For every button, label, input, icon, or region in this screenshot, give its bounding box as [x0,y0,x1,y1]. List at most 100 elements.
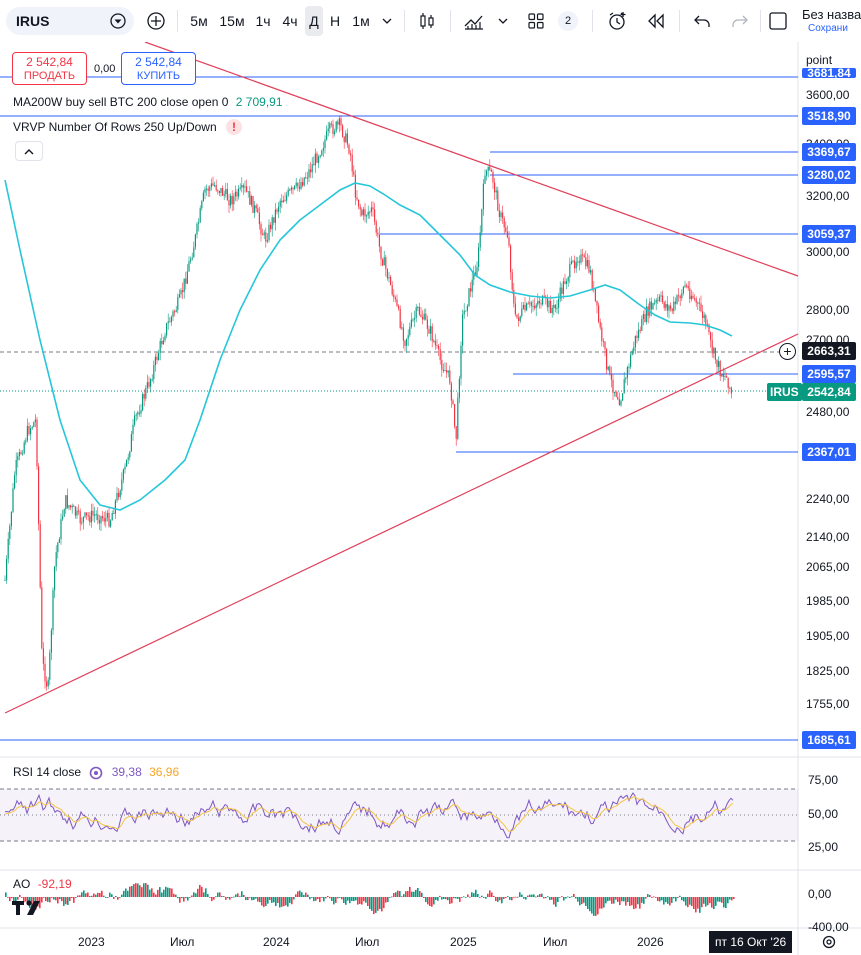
candle-body [343,136,345,143]
ao-bar [731,897,733,901]
hline-label[interactable]: 3059,37 [802,225,856,243]
candle-body [119,490,121,498]
ao-bar [467,894,469,897]
ao-bar [213,897,215,900]
ao-bar [631,897,633,906]
ao-bar [135,883,137,897]
interval-1h[interactable]: 1ч [255,13,271,29]
symbol-search[interactable]: IRUS [6,7,134,35]
chart-name[interactable]: Без назва [802,7,861,22]
ao-bar [153,892,155,897]
candle-body [625,377,627,380]
ao-bar [235,894,237,897]
candle-body [279,200,281,207]
rsi-settings-icon[interactable] [88,766,104,780]
ao-bar [413,891,415,897]
ao-bar [407,891,409,897]
symbol-menu-icon[interactable] [108,11,128,31]
alerts-count-badge[interactable]: 2 [556,6,580,36]
save-button[interactable]: Сохрани [808,23,848,34]
candle-body [265,232,267,242]
undo-icon[interactable] [689,6,715,36]
ma-legend[interactable]: MA200W buy sell BTC 200 close open 0 2 7… [13,95,283,109]
candle-body [252,196,254,213]
ao-bar [593,897,595,916]
collapse-legend-button[interactable] [15,141,43,161]
add-plus-icon[interactable]: + [779,343,796,360]
ao-bar [595,897,597,916]
candle-body [662,295,664,303]
ao-bar [371,897,373,911]
ao-bar [327,896,329,897]
ao-bar [9,897,11,902]
ao-bar [273,897,275,903]
ao-bar [217,892,219,897]
candles-icon[interactable] [414,6,440,36]
ao-bar [393,893,395,897]
candle-body [289,189,291,191]
interval-4h[interactable]: 4ч [282,13,298,29]
hline-label[interactable]: 3280,02 [802,166,856,184]
candle-body [316,153,318,163]
replay-icon[interactable] [642,6,670,36]
candle-body [282,200,284,203]
candle-body [481,209,483,233]
candle-body [169,321,171,323]
tradingview-logo[interactable] [10,898,46,921]
warning-icon[interactable]: ! [226,119,242,135]
indicators-dropdown-icon[interactable] [494,6,512,36]
ao-bar [687,897,689,908]
ao-bar [103,895,105,897]
indicators-icon[interactable] [460,6,488,36]
candle-body [574,260,576,269]
candle-body [726,376,728,378]
hline-label[interactable]: 2367,01 [802,443,856,461]
candle-body [175,309,177,312]
rsi-legend[interactable]: RSI 14 close 39,38 36,96 [13,765,179,780]
candle-body [462,314,464,346]
ao-bar [165,886,167,897]
redo-icon[interactable] [727,6,753,36]
price-unit-label[interactable]: point [806,53,833,67]
candle-body [132,424,134,435]
layout-grid-icon[interactable] [522,6,550,36]
hline-label[interactable]: 3518,90 [802,107,856,125]
rsi-tick: 75,00 [808,773,839,787]
hline-label[interactable]: 2595,57 [802,365,856,383]
interval-month[interactable]: 1м [352,13,370,29]
settings-gear-icon[interactable] [821,934,837,953]
candle-body [230,195,232,206]
candle-body [682,286,684,294]
ao-bar [481,895,483,897]
ao-bar [557,897,559,903]
ao-bar [377,897,379,911]
vrvp-legend[interactable]: VRVP Number Of Rows 250 Up/Down ! [13,119,242,135]
sell-button[interactable]: 2 542,84 ПРОДАТЬ [12,52,87,85]
candle-body [23,442,25,454]
ao-legend[interactable]: AO -92,19 [13,877,72,891]
candle-body [330,123,332,125]
candle-body [350,153,352,155]
hline-label[interactable]: 3369,67 [802,143,856,161]
interval-5m[interactable]: 5м [190,13,208,29]
hline-label[interactable]: 1685,61 [802,731,856,749]
interval-dropdown-icon[interactable] [377,6,397,36]
price-tick: 1905,00 [806,629,850,643]
ao-bar [421,892,423,897]
buy-button[interactable]: 2 542,84 КУПИТЬ [121,52,196,85]
chart-canvas[interactable] [0,42,861,955]
ao-bar [721,897,723,903]
interval-week[interactable]: Н [329,13,341,29]
interval-day[interactable]: Д [305,6,323,36]
add-alert-icon[interactable] [603,6,631,36]
interval-15m[interactable]: 15м [219,13,245,29]
candle-body [406,338,408,346]
candle-body [186,271,188,284]
ao-bar [263,897,265,907]
candle-body [257,208,259,213]
candle-body [628,366,630,368]
compare-add-icon[interactable] [142,6,170,36]
ao-bar [53,897,55,900]
chart-layout-icon[interactable] [765,6,791,36]
ao-bar [399,891,401,897]
